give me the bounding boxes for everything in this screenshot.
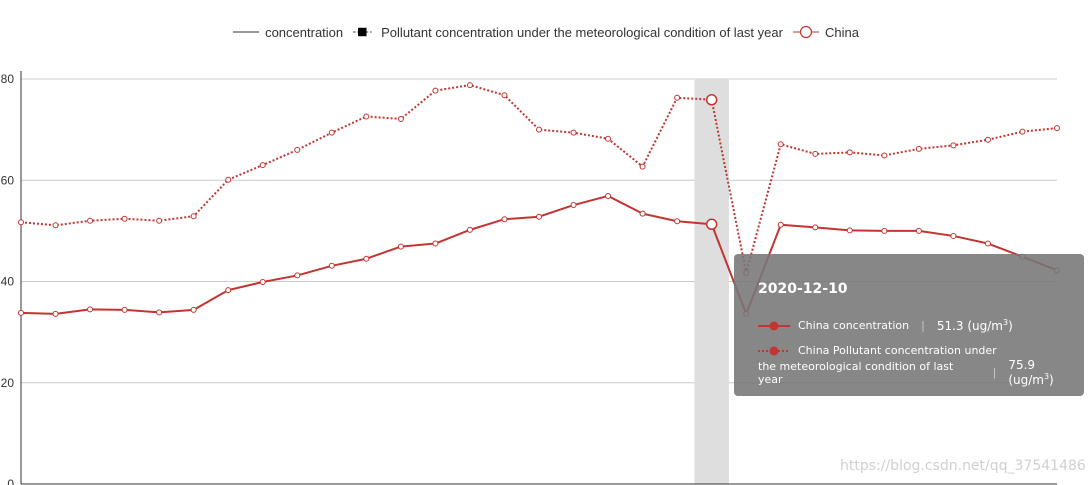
tooltip-row-concentration: China concentration | 51.3 (ug/m3) [758,318,1013,333]
solid-line-marker-icon [758,321,790,330]
data-point [501,216,508,223]
tooltip-separator: | [992,366,997,379]
tooltip-row-meteorological: China Pollutant concentration under the … [758,344,1084,387]
legend: concentration Pollutant concentration un… [0,22,1092,42]
data-point [674,218,681,225]
tooltip-row2-label-b: the meteorological condition of last yea… [758,359,954,386]
data-point [156,309,163,316]
data-point [915,145,922,152]
data-point [536,126,542,133]
data-point [294,146,301,153]
data-point [915,227,922,234]
y-tick-label: 60 [1,173,15,187]
y-tick-label: 0 [7,477,14,485]
data-point [259,279,266,286]
data-point [18,309,24,316]
data-point [225,287,232,294]
hover-highlight-band [694,79,729,484]
data-point [984,240,991,247]
data-point [812,224,819,231]
data-point [294,272,301,279]
data-point [363,113,370,120]
data-point [52,310,59,317]
legend-line-icon [233,31,260,33]
legend-item-china[interactable]: China [792,24,859,40]
tooltip-separator: | [921,319,925,332]
data-point [87,306,94,313]
data-point [639,210,646,217]
data-point [1019,128,1026,135]
tooltip: 2020-12-10 China concentration | 51.3 (u… [734,254,1084,396]
data-point [705,94,718,106]
data-point [432,87,439,94]
data-point [501,92,508,99]
data-point [950,232,957,239]
data-point [190,213,197,220]
legend-label: concentration [265,24,344,40]
tooltip-date: 2020-12-10 [758,281,848,297]
data-point [777,221,784,228]
data-point [259,162,266,169]
data-point [570,129,577,136]
data-point [984,136,991,143]
data-point [397,243,404,250]
data-point [328,129,335,136]
data-point [674,94,681,101]
y-axis-tick-labels: 0 20 40 60 80 [1,72,15,485]
data-point [950,142,957,149]
data-point [570,202,577,209]
legend-square-icon [353,27,372,37]
data-point [52,222,59,229]
dotted-line-marker-icon [758,346,790,355]
data-point [1054,125,1060,132]
tooltip-row2-value: 75.9 (ug/m3) [1008,358,1054,387]
data-point [705,218,718,231]
data-point [156,217,163,224]
data-point [846,149,853,156]
legend-item-meteorological[interactable]: Pollutant concentration under the meteor… [353,25,783,40]
legend-label: Pollutant concentration under the meteor… [381,24,783,40]
data-point [121,215,128,222]
data-point [190,306,197,313]
data-point [639,163,646,170]
data-point [605,135,612,142]
data-point [397,115,404,122]
data-point [846,227,853,234]
y-tick-label: 40 [1,275,15,289]
data-point [777,141,784,148]
tooltip-row1-value: 51.3 (ug/m3) [936,318,1013,333]
watermark: https://blog.csdn.net/qq_37541486 [840,458,1086,474]
data-point [363,255,370,262]
legend-circle-icon [792,25,819,39]
data-point [605,192,612,199]
series-line-1 [20,84,1058,274]
data-point [18,219,24,226]
legend-label: China [824,24,859,40]
series-points [18,82,1060,317]
data-point [87,217,94,224]
data-point [121,306,128,313]
data-point [536,213,542,220]
y-tick-label: 80 [1,72,15,86]
data-point [432,240,439,247]
data-point [466,226,473,233]
data-point [881,152,888,159]
data-point [328,262,335,269]
data-point [466,82,473,89]
tooltip-row2-label-a: China Pollutant concentration under [798,344,997,357]
data-point [881,227,888,234]
y-tick-label: 20 [1,376,15,390]
data-point [812,150,819,157]
legend-item-concentration[interactable]: concentration [233,25,343,40]
tooltip-row1-label: China concentration [798,319,910,332]
data-point [225,176,232,183]
